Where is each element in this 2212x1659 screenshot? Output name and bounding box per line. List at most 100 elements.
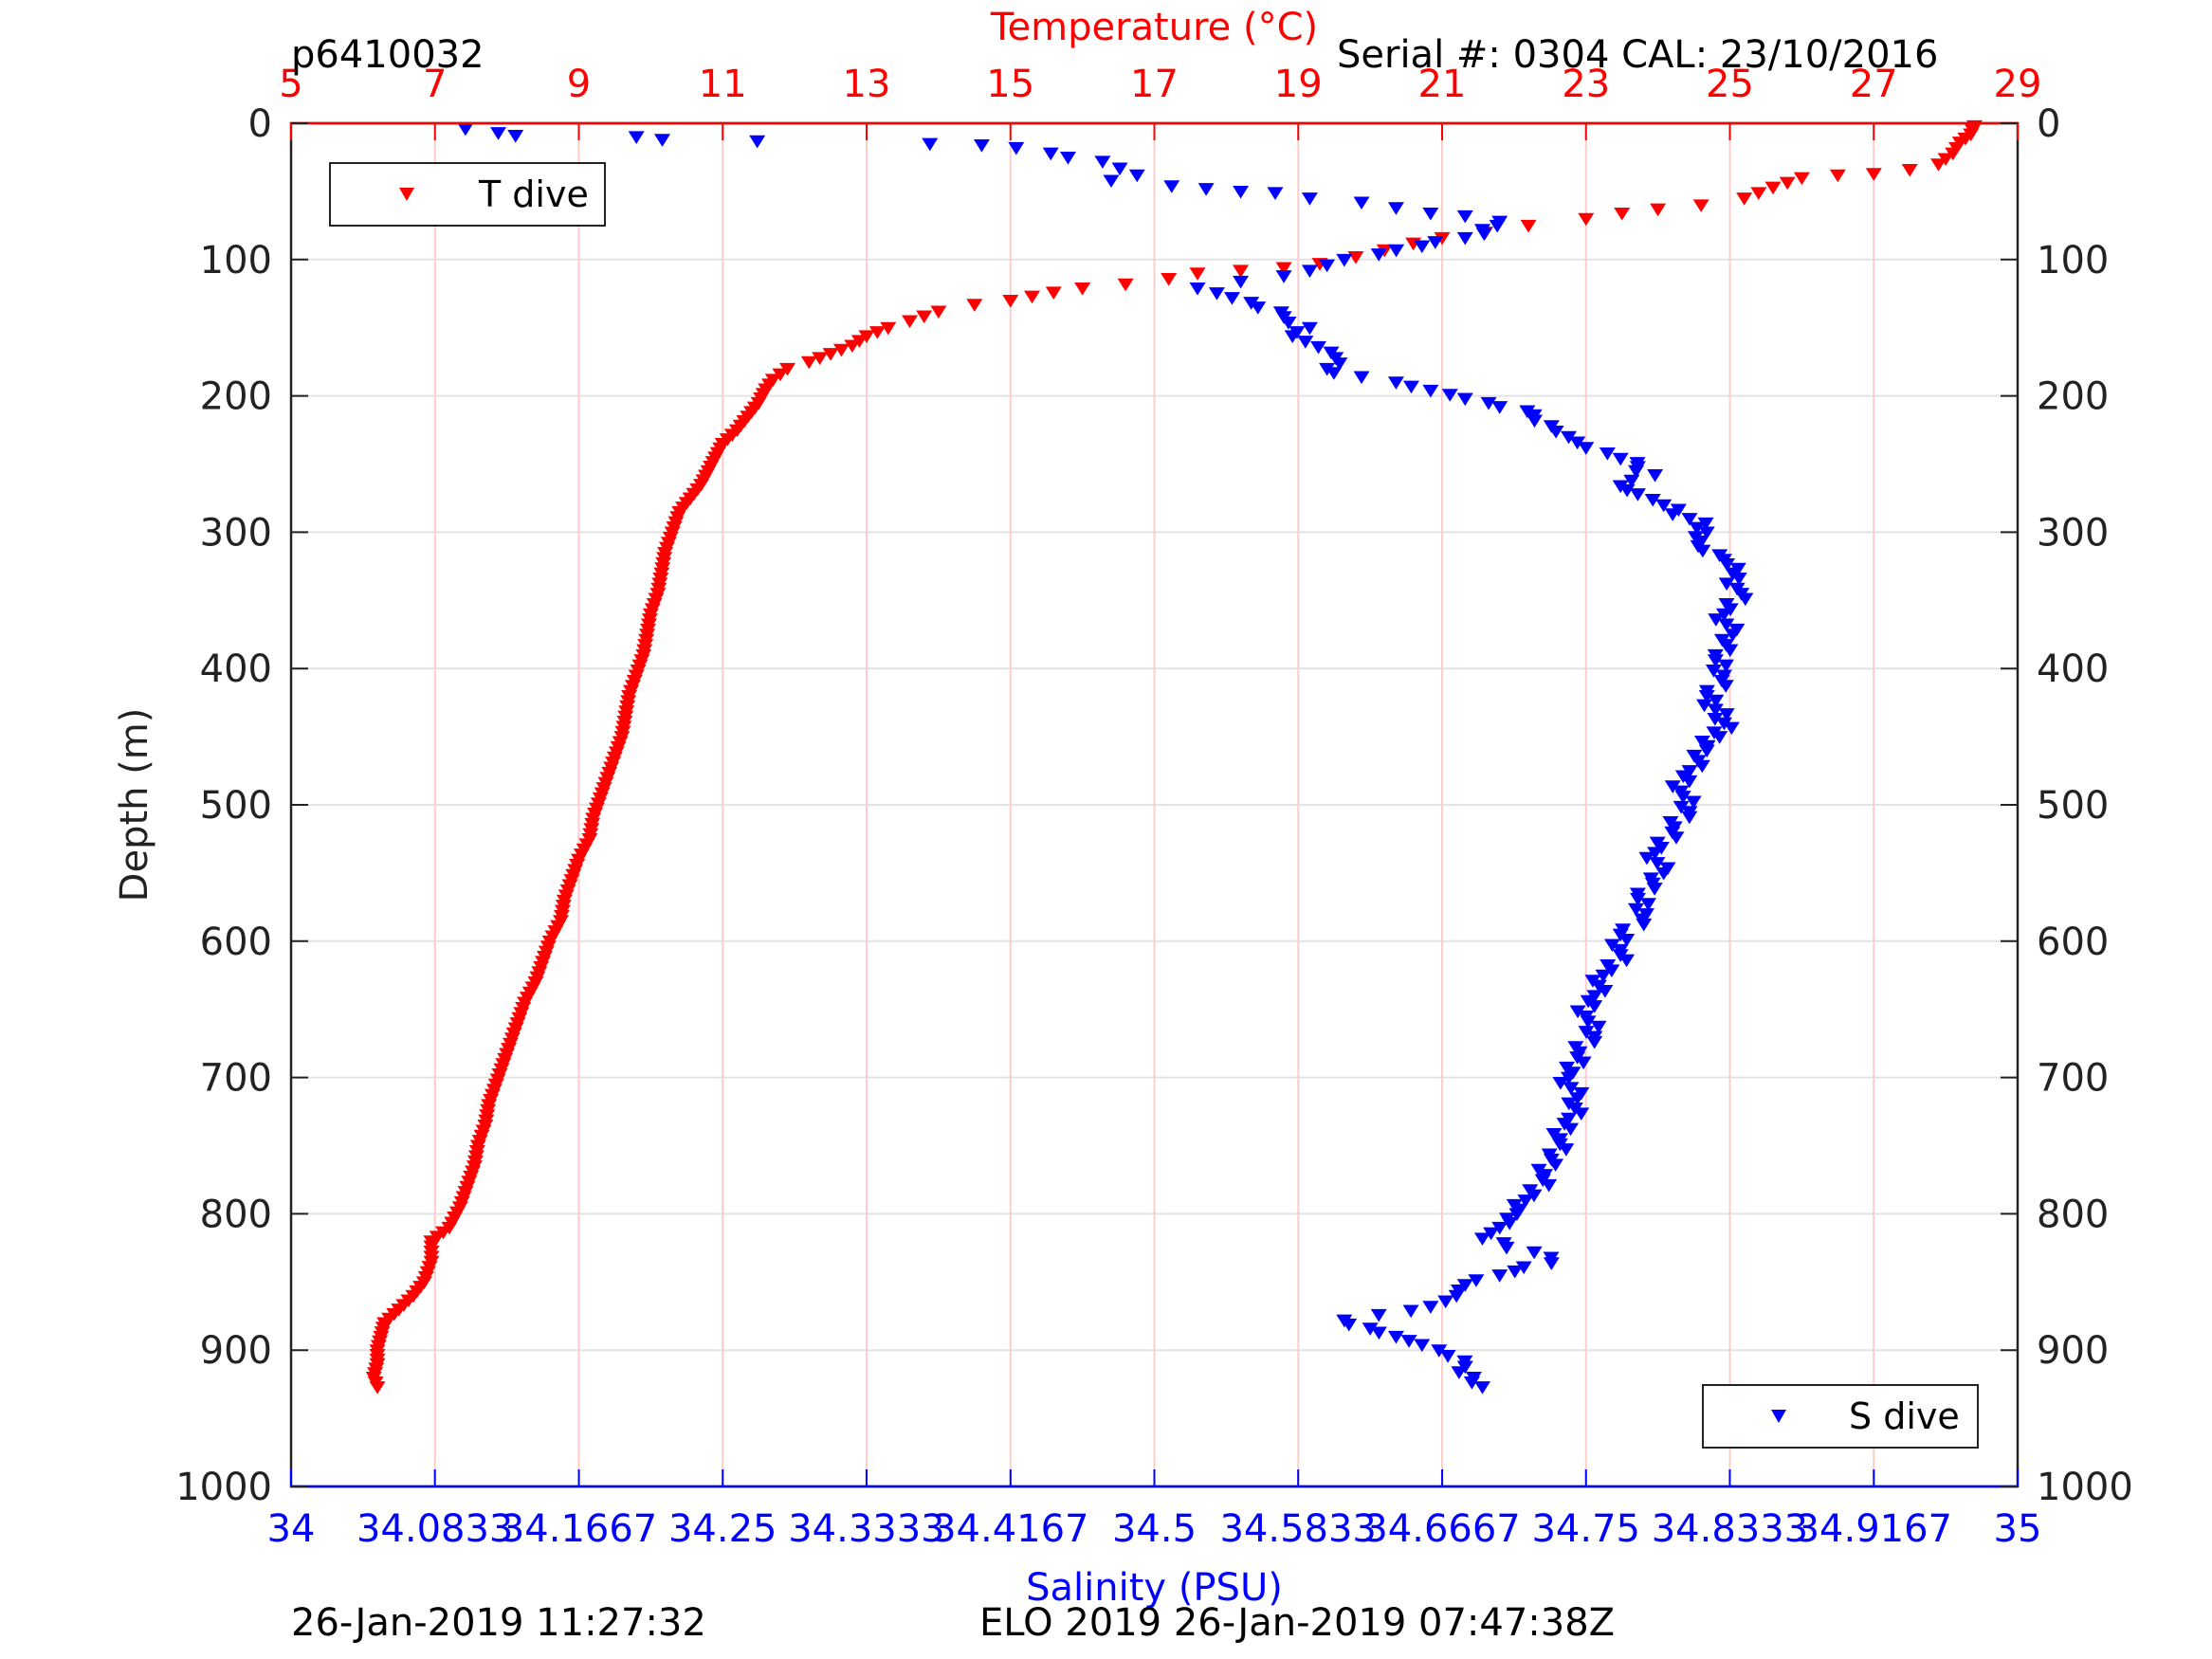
s-dive-point [1331,357,1348,371]
s-dive-point [1638,851,1655,866]
t-dive-point [1865,168,1882,181]
temperature-tick-label: 25 [1706,63,1754,106]
s-dive-point [1501,1217,1518,1231]
s-dive-point [1233,185,1250,199]
temperature-tick-label: 29 [1994,63,2042,106]
s-dive-point [1689,521,1706,536]
s-dive-point [1008,141,1025,155]
depth-tick-label-left: 300 [200,511,272,555]
s-dive-point [1353,371,1370,385]
depth-tick-label-left: 200 [200,375,272,419]
t-dive-point [1074,283,1091,296]
s-dive-point [1103,174,1120,189]
t-dive-point [1117,278,1134,292]
s-dive-point [1431,1344,1448,1358]
s-dive-point [1456,231,1473,246]
s-dive-point [1456,210,1473,224]
s-dive-point [1526,1246,1543,1260]
s-dive-point [1250,301,1267,315]
depth-tick-label-left: 100 [200,239,272,283]
s-dive-point [1451,1366,1468,1379]
s-dive-point [1515,1261,1532,1275]
s-dive-point [1718,558,1735,572]
s-dive-point [1489,219,1506,233]
s-dive-point [457,122,474,137]
t-dive-point [966,299,983,312]
s-dive-point [1402,1304,1419,1319]
s-dive-point [1441,389,1458,402]
s-dive-point [1639,898,1656,911]
t-dive-point [1736,192,1753,206]
temperature-tick-label: 19 [1274,63,1323,106]
s-dive-point [1526,1189,1543,1203]
s-dive-point [1480,396,1497,410]
s-dive-point [1664,780,1681,793]
depth-tick-label-left: 500 [200,784,272,828]
depth-tick-label-left: 1000 [175,1466,272,1509]
s-dive-point [1685,795,1702,810]
s-dive-point [1508,1208,1526,1222]
s-dive-point [1569,1092,1586,1105]
s-dive-point [1552,1077,1569,1090]
s-dive-point [1208,287,1225,301]
salinity-tick-label: 34.5 [1112,1507,1197,1551]
t-dive-point [800,356,817,370]
t-dive-point [1901,163,1918,177]
s-dive-point [1696,699,1713,713]
t-dive-point [880,321,897,336]
t-dive-point [1002,294,1019,308]
s-dive-point [1698,744,1715,758]
s-dive-point [1681,513,1698,526]
s-dive-point [1586,1000,1603,1013]
s-dive-point [1309,340,1326,355]
s-dive-point [1717,659,1734,673]
s-dive-point [1649,857,1666,870]
s-dive-point [1707,654,1724,667]
salinity-tick-label: 34.75 [1531,1507,1640,1551]
s-dive-point [1275,270,1292,283]
t-dive-point [1024,290,1041,304]
s-dive-point [1718,618,1735,632]
s-dive-point [1561,430,1578,445]
s-dive-point [1586,1035,1603,1049]
s-dive-point [1618,954,1636,968]
t-dive-point [1578,212,1595,227]
s-dive-point [1655,866,1673,881]
s-dive-point [1526,414,1543,428]
s-dive-point [1578,1026,1595,1039]
s-dive-point [1297,336,1314,349]
s-dive-point [922,137,939,152]
s-dive-point [1623,474,1640,488]
s-dive-point [1463,1376,1480,1390]
depth-tick-label-right: 1000 [2037,1466,2133,1509]
legend-s-label: S dive [1849,1395,1960,1437]
s-dive-point [1498,1241,1515,1255]
depth-tick-label-right: 800 [2037,1193,2109,1236]
s-dive-point [1722,644,1739,658]
s-dive-point [1267,187,1284,200]
salinity-tick-label: 34.1667 [501,1507,657,1551]
legend-s-dive: S dive [1702,1384,1979,1449]
s-dive-point [1422,384,1439,398]
s-dive-point [1427,236,1444,249]
t-dive-point [1750,187,1767,200]
t-dive-series [365,119,1983,1395]
salinity-tick-label: 34.8333 [1652,1507,1808,1551]
t-dive-point [868,326,886,339]
s-dive-point [1711,731,1728,744]
s-dive-point [1422,1301,1439,1314]
grid-lines [291,123,2018,1486]
s-dive-point [1189,283,1206,296]
temperature-tick-label: 9 [567,63,591,106]
t-dive-point [1793,172,1810,186]
s-dive-point [1597,984,1614,998]
s-dive-point [507,129,524,143]
s-dive-point [1673,800,1690,814]
t-dive-point [1779,176,1796,191]
t-dive-point [1434,231,1451,246]
temperature-axis-title: Temperature (°C) [990,6,1318,49]
s-dive-point [1644,493,1661,507]
t-dive-point [1161,272,1178,286]
s-dive-point [1448,1289,1465,1304]
s-dive-point [1400,1335,1417,1348]
